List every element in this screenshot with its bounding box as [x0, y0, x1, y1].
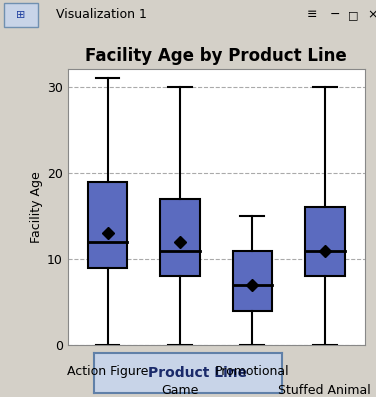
- Bar: [305, 207, 345, 276]
- Text: □: □: [348, 10, 359, 20]
- Bar: [160, 199, 200, 276]
- Text: Game: Game: [161, 384, 199, 397]
- Text: Visualization 1: Visualization 1: [56, 8, 147, 21]
- Text: Promotional: Promotional: [215, 365, 290, 378]
- Title: Facility Age by Product Line: Facility Age by Product Line: [85, 47, 347, 65]
- Bar: [232, 251, 272, 311]
- Text: Product Line: Product Line: [148, 366, 247, 380]
- Text: ⊞: ⊞: [16, 10, 25, 20]
- Text: Action Figure: Action Figure: [67, 365, 148, 378]
- FancyBboxPatch shape: [4, 3, 38, 27]
- Text: ≡: ≡: [307, 8, 317, 21]
- Text: ×: ×: [367, 8, 376, 21]
- Y-axis label: Facility Age: Facility Age: [30, 172, 43, 243]
- Text: −: −: [329, 8, 340, 21]
- Bar: [88, 181, 127, 268]
- Text: Stuffed Animal: Stuffed Animal: [279, 384, 371, 397]
